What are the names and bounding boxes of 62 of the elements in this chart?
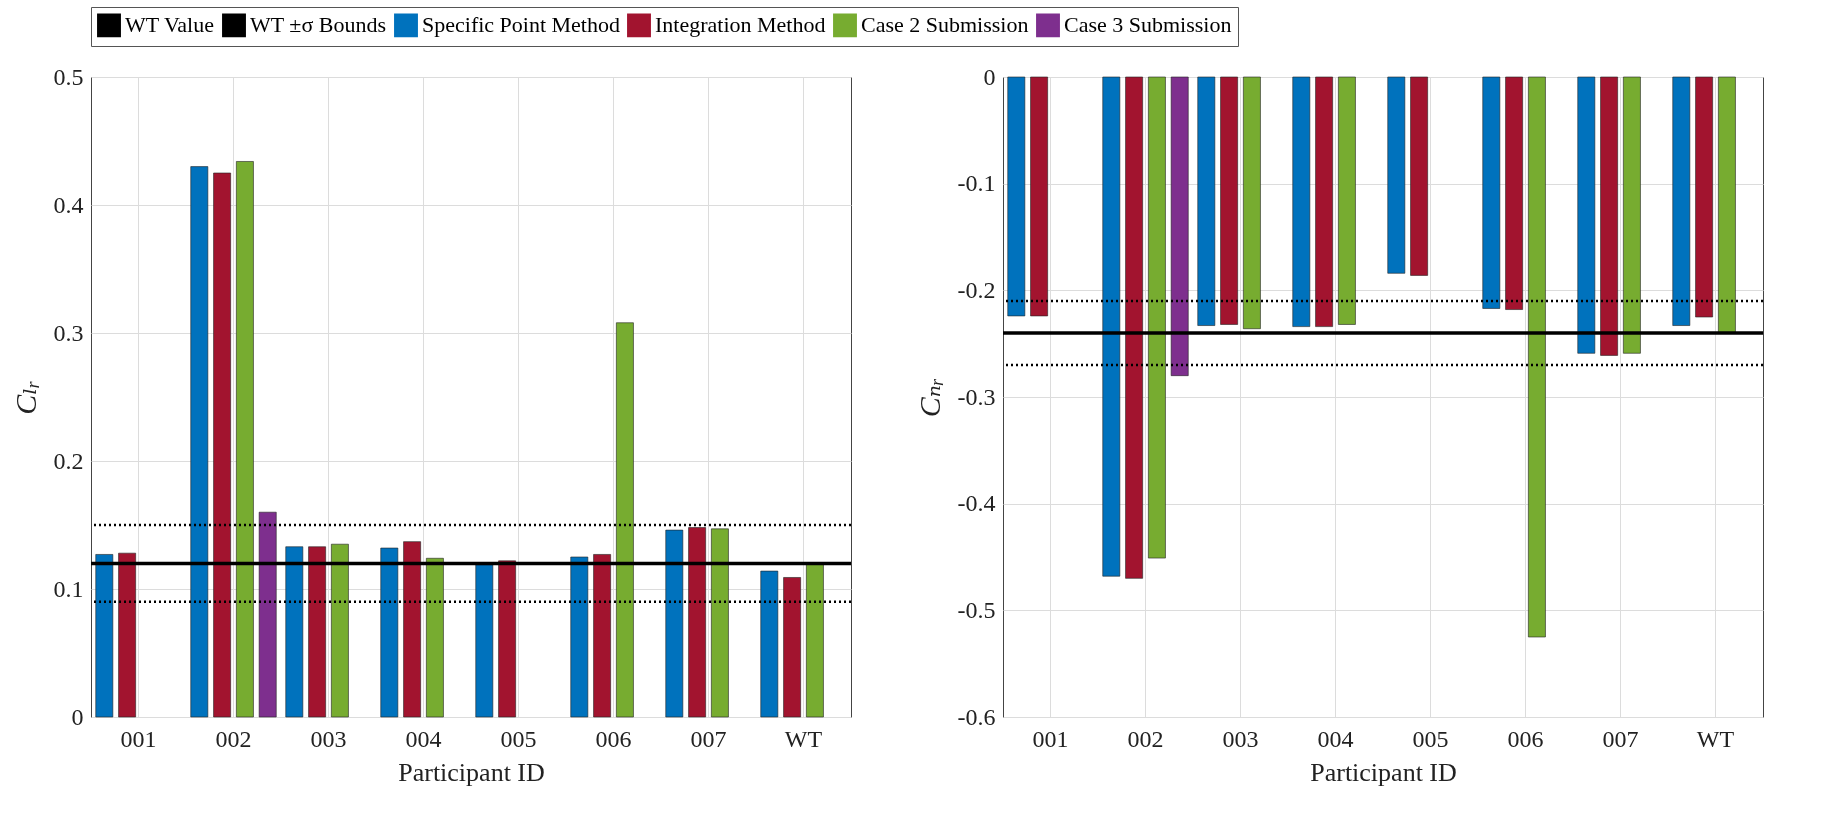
bar <box>380 547 399 718</box>
bar <box>498 560 516 718</box>
y-tick-label: 0 <box>71 703 84 730</box>
x-axis-title: Participant ID <box>1310 757 1457 787</box>
bar <box>331 543 349 718</box>
bar <box>475 564 494 718</box>
bar <box>711 528 729 718</box>
bar <box>760 570 779 718</box>
x-tick-label: 005 <box>500 725 537 752</box>
bar <box>665 529 684 718</box>
bar <box>688 527 706 718</box>
bar <box>258 511 277 718</box>
y-tick-label: 0.1 <box>53 575 84 602</box>
bar <box>593 554 611 718</box>
x-tick-label: 004 <box>1317 725 1354 752</box>
legend-label: WT ±σ Bounds <box>250 12 386 38</box>
x-tick-label: 003 <box>310 725 347 752</box>
x-axis-title: Participant ID <box>398 757 545 787</box>
x-tick-label: 005 <box>1412 725 1449 752</box>
x-tick-label: 007 <box>690 725 727 752</box>
y-axis-title: Cₗᵣ <box>8 380 42 415</box>
bar <box>806 563 824 718</box>
bar <box>190 166 209 718</box>
y-tick-label: 0.5 <box>53 63 84 90</box>
x-tick-label: 006 <box>1507 725 1544 752</box>
bar <box>570 556 589 718</box>
bar <box>236 161 254 718</box>
x-tick-label: 007 <box>1602 725 1639 752</box>
bar <box>426 557 444 718</box>
x-tick-label: WT <box>784 725 823 752</box>
y-tick-label: -0.4 <box>957 490 996 517</box>
bar <box>95 554 114 718</box>
x-tick-label: 001 <box>1032 725 1069 752</box>
x-tick-label: 003 <box>1222 725 1259 752</box>
y-tick-label: -0.1 <box>957 170 996 197</box>
x-tick-label: 006 <box>595 725 632 752</box>
x-tick-label: 002 <box>1127 725 1164 752</box>
bar <box>403 541 421 718</box>
y-tick-label: 0.3 <box>53 319 84 346</box>
legend-label: Case 3 Submission <box>1064 12 1232 38</box>
bar <box>285 546 304 718</box>
bar <box>213 172 231 718</box>
legend-label: Case 2 Submission <box>861 12 1029 38</box>
y-axis-title: Cₙᵣ <box>912 377 946 418</box>
bar <box>783 577 801 718</box>
y-tick-label: 0.2 <box>53 447 84 474</box>
y-tick-label: -0.3 <box>957 383 996 410</box>
y-tick-label: 0 <box>983 63 996 90</box>
legend-label: Integration Method <box>655 12 826 38</box>
x-tick-label: 004 <box>405 725 442 752</box>
y-tick-label: -0.2 <box>957 276 996 303</box>
legend-label: WT Value <box>125 12 214 38</box>
x-tick-label: 001 <box>120 725 157 752</box>
bar <box>118 552 136 718</box>
bar <box>616 322 634 718</box>
y-tick-label: -0.5 <box>957 596 996 623</box>
y-tick-label: -0.6 <box>957 703 996 730</box>
x-tick-label: 002 <box>215 725 252 752</box>
bar <box>308 546 326 718</box>
x-tick-label: WT <box>1696 725 1735 752</box>
legend-label: Specific Point Method <box>422 12 620 38</box>
y-tick-label: 0.4 <box>53 191 84 218</box>
